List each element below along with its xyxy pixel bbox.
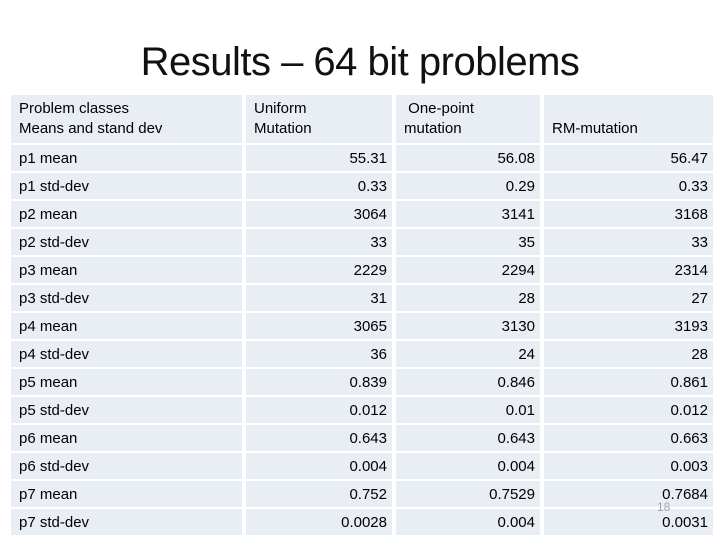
table-row: p4 std-dev 36 24 28 xyxy=(11,341,713,369)
cell-value: 3065 xyxy=(242,313,392,341)
cell-value: 3130 xyxy=(392,313,540,341)
header-line: mutation xyxy=(404,120,462,137)
header-cell-uniform-mutation: Uniform Mutation xyxy=(242,95,392,145)
table-row: p5 std-dev 0.012 0.01 0.012 xyxy=(11,397,713,425)
cell-value: 3064 xyxy=(242,201,392,229)
cell-value: 33 xyxy=(540,229,713,257)
cell-value: 0.33 xyxy=(242,173,392,201)
cell-value: 27 xyxy=(540,285,713,313)
cell-value: 0.846 xyxy=(392,369,540,397)
cell-value: 0.643 xyxy=(392,425,540,453)
row-label: p5 mean xyxy=(11,369,242,397)
cell-value: 0.643 xyxy=(242,425,392,453)
cell-value: 36 xyxy=(242,341,392,369)
cell-value: 0.0031 xyxy=(540,509,713,537)
cell-value: 3193 xyxy=(540,313,713,341)
cell-value: 0.29 xyxy=(392,173,540,201)
table-row: p3 mean 2229 2294 2314 xyxy=(11,257,713,285)
cell-value: 28 xyxy=(392,285,540,313)
header-cell-problem-classes: Problem classes Means and stand dev xyxy=(11,95,242,145)
slide-title: Results – 64 bit problems xyxy=(140,40,580,84)
table-row: p6 mean 0.643 0.643 0.663 xyxy=(11,425,713,453)
table-row: p7 std-dev 0.0028 0.004 0.0031 xyxy=(11,509,713,537)
row-label: p5 std-dev xyxy=(11,397,242,425)
cell-value: 0.839 xyxy=(242,369,392,397)
table-row: p5 mean 0.839 0.846 0.861 xyxy=(11,369,713,397)
row-label: p6 std-dev xyxy=(11,453,242,481)
cell-value: 0.861 xyxy=(540,369,713,397)
row-label: p1 mean xyxy=(11,145,242,173)
row-label: p7 std-dev xyxy=(11,509,242,537)
cell-value: 0.752 xyxy=(242,481,392,509)
row-label: p7 mean xyxy=(11,481,242,509)
row-label: p3 std-dev xyxy=(11,285,242,313)
cell-value: 33 xyxy=(242,229,392,257)
cell-value: 0.012 xyxy=(242,397,392,425)
header-line: RM-mutation xyxy=(552,120,638,137)
cell-value: 0.004 xyxy=(392,509,540,537)
results-table: Problem classes Means and stand dev Unif… xyxy=(11,95,713,537)
table-row: p4 mean 3065 3130 3193 xyxy=(11,313,713,341)
cell-value: 55.31 xyxy=(242,145,392,173)
header-cell-rm-mutation: RM-mutation xyxy=(540,95,713,145)
cell-value: 0.33 xyxy=(540,173,713,201)
cell-value: 0.0028 xyxy=(242,509,392,537)
cell-value: 28 xyxy=(540,341,713,369)
cell-value: 2229 xyxy=(242,257,392,285)
row-label: p4 mean xyxy=(11,313,242,341)
table-row: p1 std-dev 0.33 0.29 0.33 xyxy=(11,173,713,201)
table-row: p7 mean 0.752 0.7529 0.7684 xyxy=(11,481,713,509)
header-cell-one-point-mutation: One-point mutation xyxy=(392,95,540,145)
cell-value: 0.004 xyxy=(392,453,540,481)
cell-value: 24 xyxy=(392,341,540,369)
cell-value: 56.47 xyxy=(540,145,713,173)
cell-value: 35 xyxy=(392,229,540,257)
header-line: Uniform xyxy=(254,100,307,117)
row-label: p3 mean xyxy=(11,257,242,285)
table-header: Problem classes Means and stand dev Unif… xyxy=(11,95,713,145)
row-label: p2 mean xyxy=(11,201,242,229)
cell-value: 2294 xyxy=(392,257,540,285)
header-line: Means and stand dev xyxy=(19,120,163,137)
cell-value: 0.012 xyxy=(540,397,713,425)
table-row: p2 mean 3064 3141 3168 xyxy=(11,201,713,229)
cell-value: 2314 xyxy=(540,257,713,285)
cell-value: 0.004 xyxy=(242,453,392,481)
cell-value: 0.01 xyxy=(392,397,540,425)
row-label: p1 std-dev xyxy=(11,173,242,201)
row-label: p2 std-dev xyxy=(11,229,242,257)
header-line: One-point xyxy=(404,100,475,117)
row-label: p6 mean xyxy=(11,425,242,453)
header-line xyxy=(552,99,713,119)
cell-value: 0.003 xyxy=(540,453,713,481)
header-line: Problem classes xyxy=(19,100,130,117)
row-label: p4 std-dev xyxy=(11,341,242,369)
page-number: 18 xyxy=(657,500,671,514)
header-line: Mutation xyxy=(254,120,312,137)
cell-value: 56.08 xyxy=(392,145,540,173)
cell-value: 0.7529 xyxy=(392,481,540,509)
cell-value: 3168 xyxy=(540,201,713,229)
header-row: Problem classes Means and stand dev Unif… xyxy=(11,95,713,145)
table-row: p1 mean 55.31 56.08 56.47 xyxy=(11,145,713,173)
cell-value: 3141 xyxy=(392,201,540,229)
cell-value: 0.663 xyxy=(540,425,713,453)
table-body: p1 mean 55.31 56.08 56.47 p1 std-dev 0.33 0.29… xyxy=(11,145,713,537)
cell-value: 31 xyxy=(242,285,392,313)
cell-value: 0.7684 xyxy=(540,481,713,509)
table-row: p6 std-dev 0.004 0.004 0.003 xyxy=(11,453,713,481)
table-row: p2 std-dev 33 35 33 xyxy=(11,229,713,257)
table-row: p3 std-dev 31 28 27 xyxy=(11,285,713,313)
